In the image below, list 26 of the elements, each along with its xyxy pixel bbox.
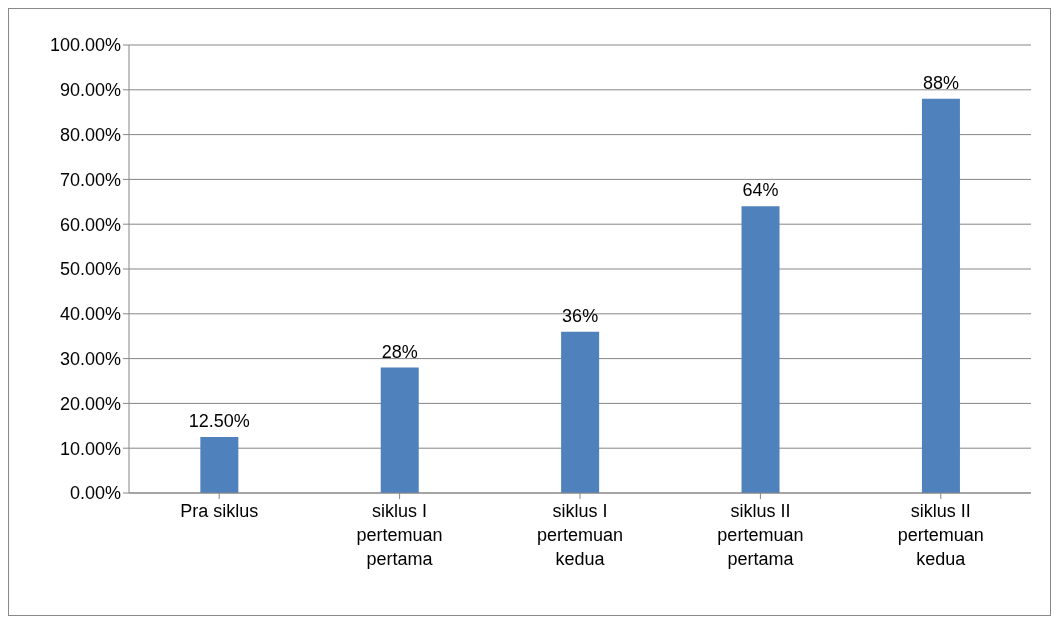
y-tick-label: 90.00% (59, 80, 121, 101)
bar (200, 437, 239, 493)
data-label: 28% (381, 341, 418, 362)
y-tick-label: 80.00% (59, 124, 121, 145)
x-tick-label: Pra siklus (180, 501, 259, 521)
y-tick-label: 100.00% (49, 35, 121, 56)
y-tick-label: 50.00% (59, 259, 121, 280)
y-tick-label: 0.00% (69, 483, 121, 504)
y-tick-label: 70.00% (59, 169, 121, 190)
y-tick-label: 10.00% (59, 438, 121, 459)
y-tick-label: 40.00% (59, 304, 121, 325)
x-tick-label: siklus II pertemuan pertama (717, 501, 804, 569)
y-tick-label: 20.00% (59, 393, 121, 414)
bar (921, 98, 960, 493)
x-tick-label: siklus I pertemuan pertama (356, 501, 443, 569)
y-tick-label: 60.00% (59, 214, 121, 235)
bar (741, 206, 780, 493)
y-tick-label: 30.00% (59, 348, 121, 369)
data-label: 12.50% (188, 411, 250, 431)
data-label: 88% (922, 72, 959, 93)
bar (561, 331, 600, 493)
x-tick-label: siklus II pertemuan kedua (897, 501, 984, 569)
data-label: 64% (742, 180, 779, 201)
bar (380, 367, 419, 493)
data-label: 36% (562, 305, 599, 326)
x-tick-label: siklus I pertemuan kedua (536, 501, 624, 569)
